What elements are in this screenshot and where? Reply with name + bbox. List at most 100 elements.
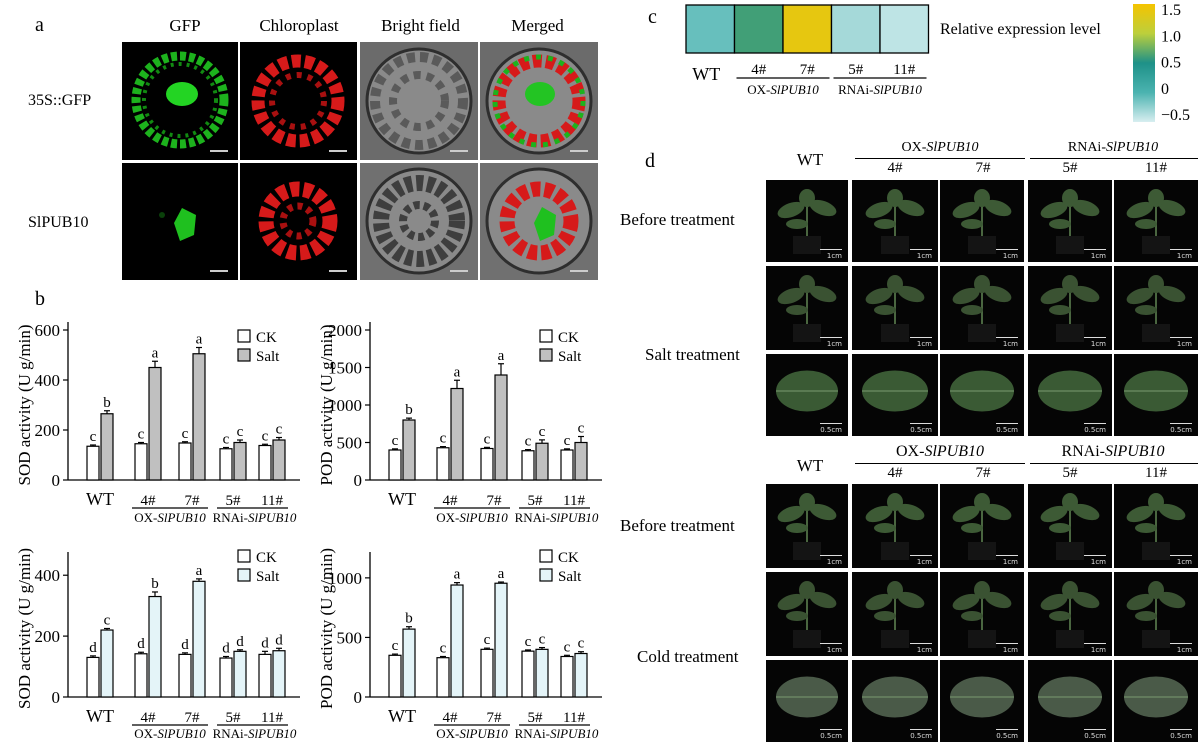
leaf-low	[786, 219, 808, 229]
photo-cold-leaf-1: 0.5cm	[852, 660, 938, 742]
d-header-5-bottom: 5#	[1062, 465, 1078, 481]
d-header-ox-underline-top	[855, 158, 1025, 159]
photo-before-top-2: 1cm	[940, 180, 1024, 262]
scale-bar	[1170, 643, 1192, 644]
scale-bar	[910, 555, 932, 556]
scale-bar	[1084, 337, 1106, 338]
photo-cold-plant-0: 1cm	[766, 572, 848, 656]
photo-before-bottom-2: 1cm	[940, 484, 1024, 568]
sod_cold-ytick-label-1: 200	[35, 627, 61, 646]
scale-bar	[1170, 249, 1192, 250]
pot	[1056, 236, 1084, 254]
sod_salt-ytick-label-3: 600	[35, 321, 61, 340]
leaf-low	[1135, 611, 1157, 621]
leaf-l	[1126, 287, 1154, 305]
sod_cold-bar-ck-4	[258, 653, 272, 698]
leaf-l	[777, 505, 805, 523]
pod_cold-legend-label-salt: Salt	[558, 569, 582, 585]
leaf-top	[1148, 581, 1164, 599]
leaf-l	[1126, 201, 1154, 219]
scale-label: 0.5cm	[1084, 426, 1106, 434]
pod_cold-legend-swatch-ck	[539, 549, 553, 563]
photo-salt-leaf-2: 0.5cm	[940, 354, 1024, 436]
pod_cold-sig-salt-4: c	[578, 636, 585, 652]
photo-salt-plant-1-art	[865, 275, 925, 342]
scale-label: 1cm	[916, 558, 932, 566]
sod_cold-bar-ck-1	[134, 653, 148, 698]
pod_cold-ytick-label-0: 0	[354, 688, 363, 707]
pod_salt-sig-salt-1: a	[454, 364, 461, 380]
heatmap-label-3: 5#	[848, 62, 864, 78]
pod_cold-sig-salt-2: a	[498, 566, 505, 582]
heatmap-cell-2	[782, 4, 833, 54]
photo-salt-plant-2-art	[952, 275, 1012, 342]
sod_salt-ox-group-label: OX-SlPUB10	[134, 510, 206, 525]
col-head-bright-field: Bright field	[381, 16, 460, 35]
leaf-top	[974, 275, 990, 293]
leaf-r	[1158, 503, 1186, 521]
sod_salt-legend-swatch-ck	[237, 329, 251, 343]
d-header-ox-bottom: OX-SlPUB10	[896, 443, 984, 460]
scale-label: 1cm	[1176, 558, 1192, 566]
leaf-top	[1062, 189, 1078, 207]
pot	[1142, 630, 1170, 648]
photo-salt-plant-4: 1cm	[1114, 266, 1198, 350]
photo-salt-plant-0: 1cm	[766, 266, 848, 350]
photo-salt-leaf-3: 0.5cm	[1028, 354, 1112, 436]
leaf-low	[961, 219, 983, 229]
leaf-top	[799, 189, 815, 207]
leaf-low	[1135, 305, 1157, 315]
scale-bar	[910, 729, 932, 730]
photo-cold-leaf-4: 0.5cm	[1114, 660, 1198, 742]
scale-label: 1cm	[1090, 340, 1106, 348]
scale-bar	[1170, 337, 1192, 338]
col-head-gfp: GFP	[169, 16, 201, 35]
photo-cold-leaf-0: 0.5cm	[766, 660, 848, 742]
pod_salt-ytick-label-0: 0	[354, 471, 363, 490]
leaf-top	[1062, 275, 1078, 293]
scale-bar	[820, 249, 842, 250]
leaf-top	[1148, 275, 1164, 293]
photo-cold-leaf-2-art	[950, 676, 1014, 718]
pod_cold-rnai-group-label: RNAi-SlPUB10	[515, 726, 599, 741]
photo-before-top-3: 1cm	[1028, 180, 1112, 262]
sod_salt-ytick-label-0: 0	[52, 471, 61, 490]
colorbar-tick-3: 0	[1161, 81, 1169, 98]
photo-cold-plant-3: 1cm	[1028, 572, 1112, 656]
pod_salt-xlabel-4: 11#	[563, 493, 585, 509]
leaf-r	[1158, 591, 1186, 609]
pod_salt-xlabel-2: 7#	[487, 493, 503, 509]
photo-before-top-1-art	[865, 189, 925, 254]
heatmap-label-4: 11#	[893, 62, 915, 78]
photo-cold-plant-1: 1cm	[852, 572, 938, 656]
leaf-l	[1126, 505, 1154, 523]
scale-bar	[996, 729, 1018, 730]
leaf-r	[1072, 591, 1100, 609]
sod_cold-sig-ck-4: d	[261, 635, 269, 651]
leaf-top	[1062, 581, 1078, 599]
heatmap-expression: WT 4# 7# 5# 11# OX-SlPUB10 RNAi-SlPUB10 Relativ…	[685, 2, 1190, 124]
leaf-r	[1158, 285, 1186, 303]
leaf-top	[799, 493, 815, 511]
leaf-top	[887, 275, 903, 293]
scale-label: 1cm	[1090, 252, 1106, 260]
panel-a-letter: a	[35, 14, 44, 36]
pot	[1142, 542, 1170, 560]
d-header-rnai-top: RNAi-SlPUB10	[1067, 140, 1159, 155]
leaf-top	[887, 189, 903, 207]
leaf-r	[1072, 199, 1100, 217]
heatmap-label-1: 4#	[751, 62, 767, 78]
sod_salt-ytick-label-1: 200	[35, 421, 61, 440]
leaf-top	[974, 581, 990, 599]
photo-cold-plant-0-art	[777, 581, 837, 648]
pod_cold-legend-label-ck: CK	[558, 550, 579, 566]
panel-c-letter: c	[648, 6, 657, 28]
pot	[1056, 630, 1084, 648]
pod_cold-sig-ck-4: c	[564, 639, 571, 655]
sod_cold-bar-salt-0	[100, 629, 114, 698]
scale-label: 0.5cm	[820, 732, 842, 740]
leaf-l	[952, 201, 980, 219]
scale-bar	[820, 423, 842, 424]
colorbar-tick-2: 0.5	[1161, 55, 1181, 72]
